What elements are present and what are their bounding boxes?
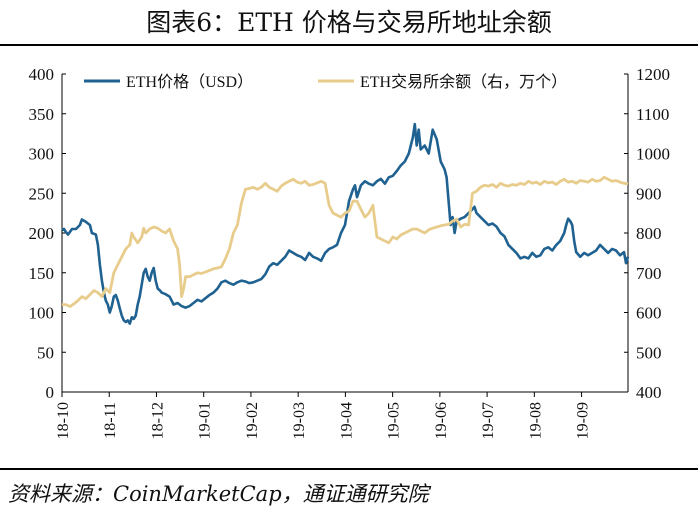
title-top-rule xyxy=(0,44,698,46)
left-tick-label: 300 xyxy=(29,145,55,164)
right-tick-label: 900 xyxy=(636,184,662,203)
left-tick-label: 200 xyxy=(29,224,55,243)
legend-label-eth-price: ETH价格（USD） xyxy=(126,73,253,91)
x-tick-label: 19-08 xyxy=(527,402,544,439)
left-tick-label: 250 xyxy=(29,184,55,203)
x-tick-label: 19-02 xyxy=(244,402,261,439)
right-tick-label: 500 xyxy=(636,343,662,362)
right-tick-label: 1100 xyxy=(636,105,669,124)
x-tick-label: 19-01 xyxy=(197,402,214,439)
left-tick-label: 100 xyxy=(29,304,55,323)
x-tick-label: 19-09 xyxy=(575,402,592,439)
source-top-rule xyxy=(0,468,698,470)
x-tick-label: 19-07 xyxy=(480,402,497,439)
left-tick-label: 350 xyxy=(29,105,55,124)
right-tick-label: 600 xyxy=(636,304,662,323)
eth-price-line xyxy=(61,122,630,325)
left-tick-label: 150 xyxy=(29,264,55,283)
x-tick-label: 18-11 xyxy=(102,402,119,439)
x-tick-label: 18-10 xyxy=(55,402,72,439)
left-tick-label: 50 xyxy=(37,343,54,362)
x-tick-label: 18-12 xyxy=(149,402,166,439)
x-tick-label: 19-06 xyxy=(433,402,450,439)
right-tick-label: 1200 xyxy=(636,65,670,84)
source-note: 资料来源：CoinMarketCap，通证通研究院 xyxy=(8,482,429,506)
x-tick-label: 19-04 xyxy=(338,402,355,439)
left-tick-label: 400 xyxy=(29,65,55,84)
x-tick-label: 19-03 xyxy=(291,402,308,439)
right-tick-label: 700 xyxy=(636,264,662,283)
right-tick-label: 1000 xyxy=(636,145,670,164)
right-tick-label: 800 xyxy=(636,224,662,243)
exchange-balance-line xyxy=(62,175,629,308)
chart-title: 图表6：ETH 价格与交易所地址余额 xyxy=(146,8,552,37)
legend-label-exchange-balance: ETH交易所余额（右，万个） xyxy=(360,72,567,91)
dual-axis-line-chart: 0 50 100 150 200 250 300 350 400 400 500 600 700 800 9… xyxy=(29,65,671,439)
right-tick-label: 400 xyxy=(636,383,662,402)
x-tick-label: 19-05 xyxy=(386,402,403,439)
left-tick-label: 0 xyxy=(46,383,55,402)
